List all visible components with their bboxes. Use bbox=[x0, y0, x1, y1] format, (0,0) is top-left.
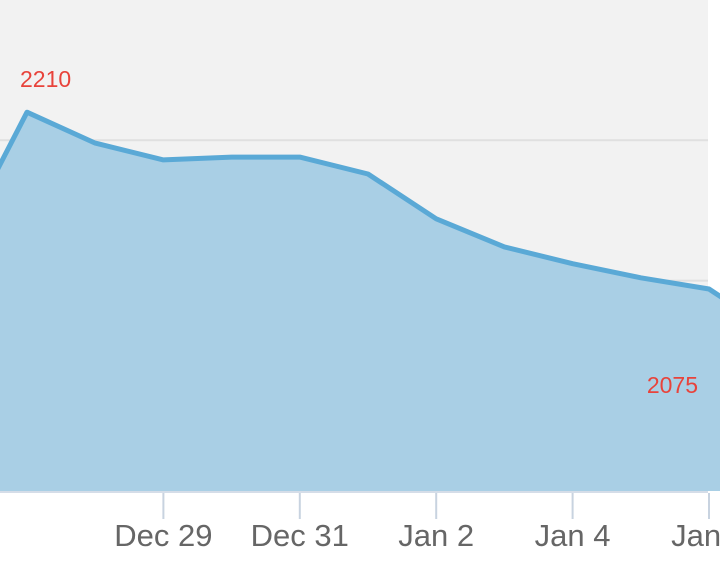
series-area bbox=[0, 112, 720, 491]
x-axis-ticks: Dec 29 Dec 31 Jan 2 Jan 4 Jan 6 bbox=[114, 493, 720, 553]
data-label-max: 2210 bbox=[20, 66, 71, 92]
x-tick-label: Dec 29 bbox=[114, 518, 212, 553]
x-tick-label: Jan 2 bbox=[398, 518, 474, 553]
x-tick-label: Jan 6 bbox=[671, 518, 720, 553]
data-label-min: 2075 bbox=[647, 372, 698, 398]
x-tick-label: Dec 31 bbox=[251, 518, 349, 553]
series-line bbox=[0, 109, 720, 300]
x-tick-label: Jan 4 bbox=[535, 518, 611, 553]
data-labels: 2210 2075 bbox=[20, 66, 698, 398]
